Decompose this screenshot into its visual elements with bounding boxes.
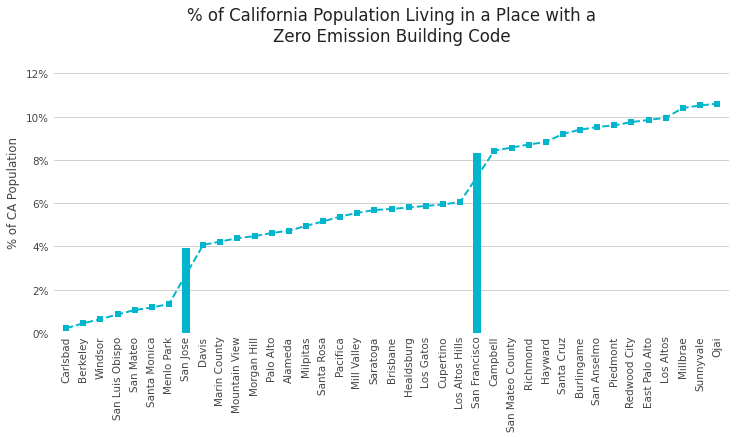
- Bar: [473, 154, 481, 333]
- Title: % of California Population Living in a Place with a
Zero Emission Building Code: % of California Population Living in a P…: [187, 7, 596, 46]
- Bar: [183, 248, 190, 333]
- Y-axis label: % of CA Population: % of CA Population: [7, 137, 20, 249]
